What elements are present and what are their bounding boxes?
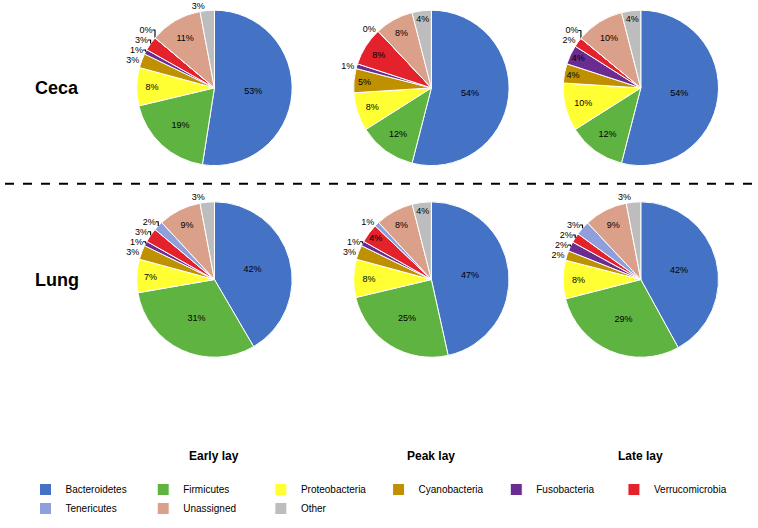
svg-text:10%: 10% bbox=[574, 98, 592, 108]
svg-text:4%: 4% bbox=[566, 70, 579, 80]
svg-text:31%: 31% bbox=[187, 313, 205, 323]
svg-text:1%: 1% bbox=[341, 61, 354, 71]
svg-text:2%: 2% bbox=[560, 230, 573, 240]
svg-text:3%: 3% bbox=[126, 247, 139, 257]
svg-text:8%: 8% bbox=[366, 102, 379, 112]
svg-text:1%: 1% bbox=[130, 237, 143, 247]
svg-text:Early lay: Early lay bbox=[189, 449, 239, 463]
svg-text:3%: 3% bbox=[618, 192, 631, 202]
svg-text:4%: 4% bbox=[369, 233, 382, 243]
svg-text:Late lay: Late lay bbox=[618, 449, 663, 463]
svg-text:2%: 2% bbox=[143, 217, 156, 227]
svg-text:12%: 12% bbox=[389, 129, 407, 139]
svg-text:Peak lay: Peak lay bbox=[407, 449, 455, 463]
svg-text:4%: 4% bbox=[416, 206, 429, 216]
svg-text:29%: 29% bbox=[615, 314, 633, 324]
svg-text:9%: 9% bbox=[181, 220, 194, 230]
svg-text:0%: 0% bbox=[363, 24, 376, 34]
svg-text:8%: 8% bbox=[572, 275, 585, 285]
svg-text:2%: 2% bbox=[562, 35, 575, 45]
svg-text:2%: 2% bbox=[555, 240, 568, 250]
svg-text:54%: 54% bbox=[461, 88, 479, 98]
svg-text:Cyanobacteria: Cyanobacteria bbox=[419, 484, 484, 495]
svg-text:8%: 8% bbox=[372, 50, 385, 60]
svg-text:53%: 53% bbox=[244, 86, 262, 96]
svg-text:Lung: Lung bbox=[35, 270, 79, 290]
svg-text:11%: 11% bbox=[176, 33, 193, 43]
svg-text:47%: 47% bbox=[461, 270, 479, 280]
svg-text:25%: 25% bbox=[398, 313, 416, 323]
svg-text:2%: 2% bbox=[551, 250, 564, 260]
svg-text:7%: 7% bbox=[144, 272, 157, 282]
svg-text:3%: 3% bbox=[343, 247, 356, 257]
svg-text:Fusobacteria: Fusobacteria bbox=[536, 484, 594, 495]
svg-text:Ceca: Ceca bbox=[35, 78, 79, 98]
svg-text:Bacteroidetes: Bacteroidetes bbox=[66, 484, 127, 495]
svg-text:3%: 3% bbox=[192, 192, 205, 202]
svg-text:3%: 3% bbox=[192, 1, 205, 11]
svg-text:10%: 10% bbox=[600, 33, 618, 43]
svg-text:Unassigned: Unassigned bbox=[183, 503, 236, 514]
svg-text:0%: 0% bbox=[139, 25, 152, 35]
svg-text:Proteobacteria: Proteobacteria bbox=[301, 484, 366, 495]
svg-text:3%: 3% bbox=[135, 35, 148, 45]
svg-text:54%: 54% bbox=[670, 88, 688, 98]
svg-text:8%: 8% bbox=[146, 82, 159, 92]
svg-text:0%: 0% bbox=[565, 25, 578, 35]
svg-text:Firmicutes: Firmicutes bbox=[183, 484, 229, 495]
svg-text:12%: 12% bbox=[598, 129, 616, 139]
svg-text:9%: 9% bbox=[607, 220, 620, 230]
svg-text:8%: 8% bbox=[395, 220, 408, 230]
svg-text:Tenericutes: Tenericutes bbox=[66, 503, 117, 514]
svg-text:3%: 3% bbox=[126, 55, 139, 65]
svg-text:5%: 5% bbox=[358, 77, 371, 87]
svg-text:8%: 8% bbox=[395, 28, 408, 38]
svg-text:1%: 1% bbox=[361, 217, 374, 227]
svg-text:Other: Other bbox=[301, 503, 327, 514]
svg-text:19%: 19% bbox=[172, 120, 190, 130]
svg-text:1%: 1% bbox=[130, 45, 143, 55]
svg-text:42%: 42% bbox=[244, 264, 262, 274]
svg-text:Verrucomicrobia: Verrucomicrobia bbox=[654, 484, 727, 495]
svg-text:4%: 4% bbox=[416, 14, 429, 24]
svg-text:3%: 3% bbox=[135, 227, 148, 237]
svg-text:3%: 3% bbox=[567, 220, 580, 230]
svg-text:1%: 1% bbox=[347, 237, 360, 247]
svg-text:42%: 42% bbox=[670, 265, 688, 275]
svg-text:4%: 4% bbox=[626, 14, 639, 24]
svg-text:4%: 4% bbox=[572, 53, 585, 63]
svg-text:8%: 8% bbox=[363, 274, 376, 284]
